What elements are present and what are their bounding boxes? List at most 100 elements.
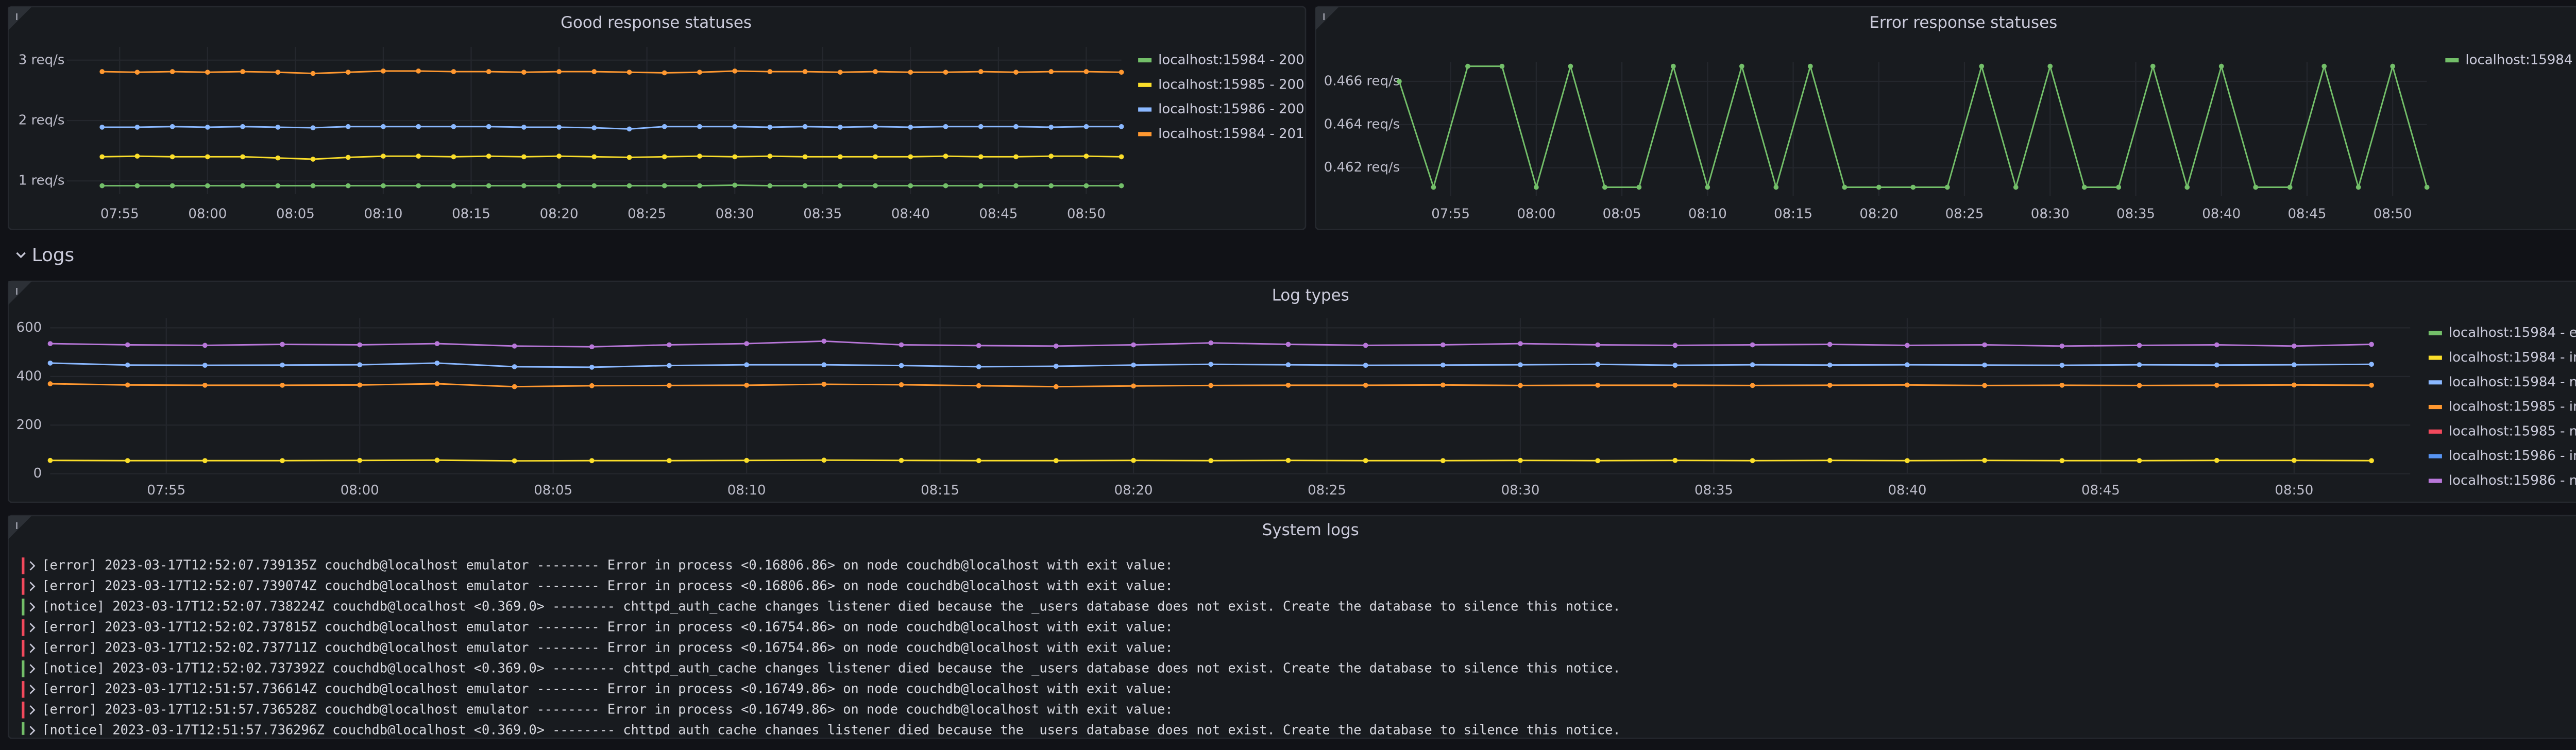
data-point — [1363, 343, 1368, 348]
data-point — [381, 183, 386, 189]
log-line: [error] 2023-03-17T12:52:07.739074Z couc… — [42, 577, 1173, 593]
y-tick-label: 2 req/s — [19, 112, 65, 128]
data-point — [1673, 363, 1678, 368]
x-tick-label: 08:10 — [364, 206, 403, 221]
data-point — [591, 125, 597, 130]
data-point — [1131, 383, 1136, 388]
data-point — [1440, 458, 1446, 463]
data-point — [2321, 64, 2327, 69]
data-point — [451, 124, 456, 129]
data-point — [357, 362, 362, 367]
data-point — [1905, 382, 1910, 387]
data-point — [1440, 382, 1446, 387]
data-point — [908, 125, 913, 130]
data-point — [416, 124, 421, 129]
data-point — [821, 457, 826, 463]
data-point — [2013, 185, 2019, 190]
data-point — [732, 154, 737, 159]
data-point — [838, 125, 843, 130]
x-tick-label: 08:35 — [1694, 483, 1733, 498]
data-point — [1979, 64, 1984, 69]
log-level-marker — [22, 557, 24, 574]
data-point — [486, 69, 492, 74]
x-tick-label: 08:20 — [540, 206, 579, 221]
data-point — [1286, 342, 1291, 347]
data-point — [1568, 64, 1573, 69]
data-point — [1750, 343, 1755, 348]
y-tick-label: 0.464 req/s — [1324, 116, 1400, 132]
legend-label: localhost:15986 - 200 — [1158, 101, 1304, 117]
log-level-marker — [22, 640, 24, 657]
data-point — [346, 70, 351, 75]
data-point — [451, 69, 456, 74]
data-point — [2390, 64, 2395, 69]
data-point — [2116, 185, 2121, 190]
data-point — [202, 343, 208, 348]
data-point — [908, 154, 913, 159]
data-point — [381, 124, 386, 129]
legend-label: localhost:15985 - 200 — [1158, 77, 1304, 92]
data-point — [589, 458, 595, 463]
log-level-marker — [22, 681, 24, 698]
y-tick-label: 1 req/s — [19, 173, 65, 189]
x-tick-label: 08:35 — [2116, 206, 2155, 221]
x-tick-label: 08:40 — [1888, 483, 1927, 498]
data-point — [1013, 124, 1019, 129]
data-point — [1363, 383, 1368, 388]
y-tick-label: 0.462 req/s — [1324, 160, 1400, 175]
data-point — [1595, 458, 1600, 463]
data-point — [873, 154, 878, 159]
data-point — [899, 363, 904, 368]
data-point — [2059, 383, 2064, 388]
legend-label: localhost:15984 - info — [2449, 350, 2576, 365]
data-point — [170, 124, 175, 129]
data-point — [978, 69, 984, 74]
data-point — [202, 383, 208, 388]
data-point — [135, 154, 140, 159]
data-point — [2137, 362, 2142, 367]
data-point — [662, 183, 667, 189]
x-tick-label: 08:05 — [276, 206, 315, 221]
data-point — [976, 383, 981, 388]
row-title[interactable]: Logs — [32, 245, 74, 266]
x-tick-label: 08:15 — [1774, 206, 1812, 221]
data-point — [821, 338, 826, 344]
x-tick-label: 08:05 — [534, 483, 572, 498]
data-point — [1500, 64, 1505, 69]
data-point — [2137, 383, 2142, 388]
data-point — [2369, 342, 2374, 347]
data-point — [744, 383, 749, 388]
x-tick-label: 08:30 — [1501, 483, 1540, 498]
data-point — [976, 458, 981, 463]
data-point — [1705, 185, 1710, 190]
data-point — [170, 69, 175, 74]
data-point — [732, 183, 737, 188]
data-point — [1208, 340, 1213, 346]
data-point — [202, 363, 208, 368]
panel — [1315, 7, 2576, 229]
data-point — [1119, 183, 1124, 189]
data-point — [908, 183, 913, 189]
data-point — [976, 343, 981, 348]
data-point — [2369, 362, 2374, 367]
data-point — [202, 458, 208, 463]
data-point — [1465, 64, 1470, 69]
data-point — [591, 183, 597, 189]
y-tick-label: 3 req/s — [19, 52, 65, 67]
data-point — [1595, 343, 1600, 348]
x-tick-label: 08:05 — [1603, 206, 1641, 221]
data-point — [2184, 185, 2190, 190]
data-point — [943, 183, 948, 189]
data-point — [1440, 343, 1446, 348]
x-tick-label: 08:45 — [2287, 206, 2326, 221]
data-point — [662, 124, 667, 129]
data-point — [1518, 341, 1523, 346]
x-tick-label: 08:30 — [716, 206, 754, 221]
x-tick-label: 08:25 — [1945, 206, 1984, 221]
panel-title: Error response statuses — [1869, 13, 2057, 32]
data-point — [205, 125, 210, 130]
data-point — [1982, 458, 1987, 463]
data-point — [451, 154, 456, 159]
x-tick-label: 08:00 — [1517, 206, 1555, 221]
